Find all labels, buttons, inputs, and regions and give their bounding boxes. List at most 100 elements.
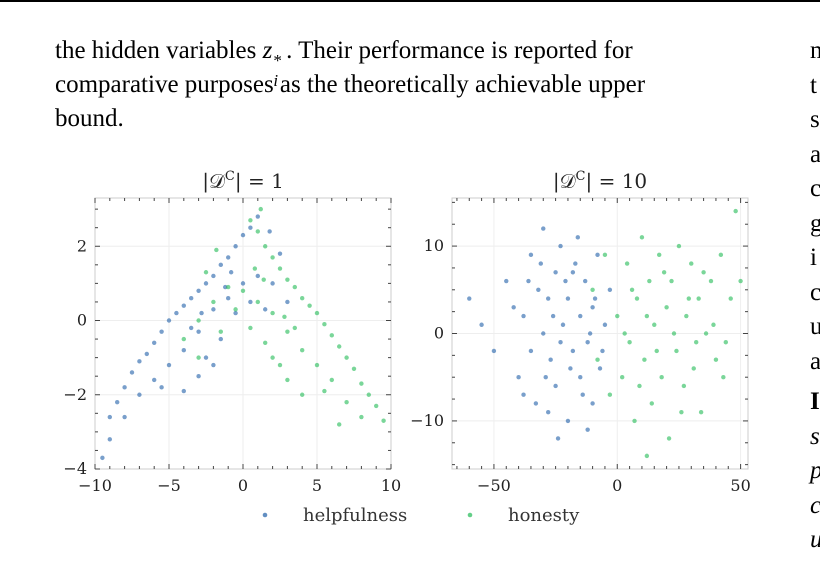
scatter-point-honesty xyxy=(644,313,650,319)
scatter-point-helpfulness xyxy=(541,331,546,336)
scatter-point-helpfulness xyxy=(277,251,283,256)
scatter-point-honesty xyxy=(684,313,689,319)
scatter-point-honesty xyxy=(738,278,743,284)
scatter-point-helpfulness xyxy=(511,305,516,310)
scatter-point-honesty xyxy=(674,348,679,354)
scatter-point-honesty xyxy=(248,218,253,223)
scatter-point-helpfulness xyxy=(115,399,120,405)
paper-line-2: comparative purposes as the theoreticall… xyxy=(55,71,646,98)
paper-paragraph: the hidden variables z * i. Their performa… xyxy=(55,34,767,136)
scatter-point-helpfulness xyxy=(565,296,571,301)
scatter-point-honesty xyxy=(708,278,714,284)
math-variable: z * i xyxy=(262,37,282,90)
scatter-point-helpfulness xyxy=(226,296,231,301)
scatter-point-helpfulness xyxy=(538,261,543,266)
scatter-point-helpfulness xyxy=(550,313,556,319)
scatter-point-honesty xyxy=(691,366,696,371)
scatter-point-helpfulness xyxy=(211,273,216,279)
scatter-point-honesty xyxy=(696,296,701,301)
scatter-point-honesty xyxy=(654,348,659,354)
scatter-point-helpfulness xyxy=(196,329,201,334)
right-column-fragment: u xyxy=(810,523,820,558)
scatter-point-helpfulness xyxy=(560,322,566,327)
scatter-point-helpfulness xyxy=(228,270,234,275)
scatter-point-honesty xyxy=(314,310,320,316)
right-column-fragment: m xyxy=(810,37,820,64)
scatter-point-honesty xyxy=(644,453,650,459)
right-column-fragment: c xyxy=(810,278,820,306)
scatter-point-honesty xyxy=(359,381,364,386)
scatter-point-helpfulness xyxy=(546,296,551,301)
scatter-point-honesty xyxy=(676,243,682,249)
y-tick-label: 10 xyxy=(424,236,444,255)
right-column-fragments: mtsacgicuaIspcu xyxy=(810,34,820,558)
scatter-point-honesty xyxy=(624,261,630,266)
chart-title: |𝒟C| = 10 xyxy=(553,169,647,194)
scatter-point-honesty xyxy=(277,362,283,368)
scatter-point-honesty xyxy=(258,206,263,212)
scatter-point-helpfulness xyxy=(226,255,231,260)
scatter-point-helpfulness xyxy=(528,348,534,354)
x-tick-label: −10 xyxy=(78,476,112,495)
scatter-point-helpfulness xyxy=(553,383,558,389)
legend-label-honesty: honesty xyxy=(508,505,580,526)
scatter-point-helpfulness xyxy=(555,436,561,441)
right-column-fragment: a xyxy=(810,140,820,168)
scatter-point-honesty xyxy=(689,261,694,266)
scatter-point-helpfulness xyxy=(479,322,484,327)
scatter-point-helpfulness xyxy=(590,305,595,310)
scatter-point-honesty xyxy=(322,388,327,394)
scatter-point-honesty xyxy=(637,383,642,389)
x-tick-label: 0 xyxy=(238,476,248,495)
scatter-point-helpfulness xyxy=(602,322,608,327)
line1-pre: the hidden variables xyxy=(55,37,263,64)
scatter-point-honesty xyxy=(381,418,386,423)
scatter-point-honesty xyxy=(649,401,654,406)
scatter-point-helpfulness xyxy=(516,375,521,380)
scatter-point-helpfulness xyxy=(504,278,509,284)
scatter-point-helpfulness xyxy=(159,329,164,334)
scatter-point-honesty xyxy=(218,329,223,334)
scatter-point-helpfulness xyxy=(159,385,164,390)
chart-legend: helpfulness honesty xyxy=(262,505,580,526)
scatter-point-honesty xyxy=(698,409,704,415)
scatter-point-honesty xyxy=(711,322,716,327)
top-rule xyxy=(0,0,820,2)
scatter-point-honesty xyxy=(255,229,260,234)
scatter-point-honesty xyxy=(329,333,334,338)
paper-line-1: the hidden variables z * i. Their performa… xyxy=(55,34,767,90)
scatter-point-helpfulness xyxy=(263,307,268,312)
y-tick-label: 0 xyxy=(434,324,444,343)
scatter-point-honesty xyxy=(277,266,283,271)
scatter-point-helpfulness xyxy=(137,359,142,364)
scatter-point-helpfulness xyxy=(199,310,204,316)
scatter-point-helpfulness xyxy=(248,299,253,305)
scatter-point-helpfulness xyxy=(285,299,290,305)
scatter-point-helpfulness xyxy=(203,355,209,360)
scatter-point-honesty xyxy=(627,340,632,345)
scatter-point-helpfulness xyxy=(152,377,157,383)
scatter-point-honesty xyxy=(664,305,669,310)
scatter-point-honesty xyxy=(270,355,275,360)
scatter-point-helpfulness xyxy=(240,281,246,286)
scatter-point-honesty xyxy=(634,296,640,301)
scatter-point-helpfulness xyxy=(218,262,223,268)
scatter-point-honesty xyxy=(300,296,305,301)
right-column-fragment: a xyxy=(810,347,820,375)
scatter-point-honesty xyxy=(211,299,216,305)
scatter-point-honesty xyxy=(285,277,290,282)
scatter-point-honesty xyxy=(196,355,201,360)
scatter-point-honesty xyxy=(607,392,613,397)
chart-panel-2: −50 0 50 −10 0 10 |𝒟C| = 10 xyxy=(410,169,751,495)
scatter-point-honesty xyxy=(652,322,657,327)
scatter-point-honesty xyxy=(226,284,231,290)
scatter-point-honesty xyxy=(629,287,635,292)
scatter-point-honesty xyxy=(261,277,266,282)
scatter-point-helpfulness xyxy=(528,252,534,258)
scatter-point-honesty xyxy=(337,344,342,349)
scatter-point-honesty xyxy=(686,296,691,301)
scatter-point-honesty xyxy=(214,247,219,253)
scatter-point-honesty xyxy=(718,252,724,258)
scatter-point-honesty xyxy=(292,284,297,290)
